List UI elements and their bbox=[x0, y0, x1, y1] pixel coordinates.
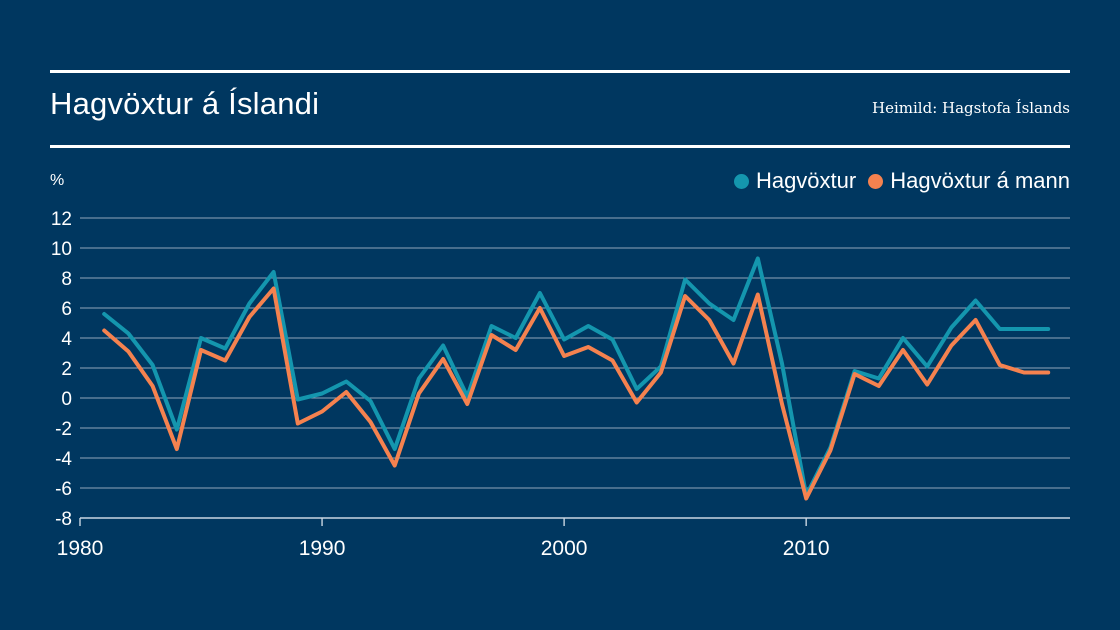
y-tick-label: 12 bbox=[51, 209, 72, 230]
header-bottom-rule bbox=[50, 145, 1070, 148]
y-tick-label: -6 bbox=[55, 479, 72, 500]
x-tick-label: 1980 bbox=[57, 537, 104, 560]
x-tick-label: 1990 bbox=[299, 537, 346, 560]
y-tick-label: 6 bbox=[61, 299, 72, 320]
x-tick-label: 2010 bbox=[783, 537, 830, 560]
y-tick-label: 8 bbox=[61, 269, 72, 290]
legend: Hagvöxtur Hagvöxtur á mann bbox=[733, 168, 1070, 194]
legend-item-gdp: Hagvöxtur bbox=[733, 168, 857, 194]
chart-title: Hagvöxtur á Íslandi bbox=[50, 86, 320, 121]
y-axis-unit-label: % bbox=[50, 172, 65, 189]
y-tick-label: 2 bbox=[61, 359, 72, 380]
series-line-per-capita bbox=[102, 286, 1051, 501]
y-tick-label: 0 bbox=[61, 389, 72, 410]
legend-item-per-capita: Hagvöxtur á mann bbox=[868, 168, 1070, 194]
legend-marker-per-capita bbox=[868, 173, 884, 189]
legend-marker-gdp bbox=[733, 173, 749, 189]
x-tick-label: 2000 bbox=[541, 537, 588, 560]
legend-label-gdp: Hagvöxtur bbox=[755, 168, 857, 193]
legend-label-per-capita: Hagvöxtur á mann bbox=[890, 168, 1070, 193]
y-tick-label: 4 bbox=[61, 329, 72, 350]
source-note: Heimild: Hagstofa Íslands bbox=[872, 99, 1070, 117]
series-line-gdp bbox=[102, 256, 1051, 498]
header-top-rule bbox=[50, 70, 1070, 73]
y-tick-label: -8 bbox=[55, 509, 72, 530]
y-tick-label: 10 bbox=[51, 239, 72, 260]
y-tick-label: -2 bbox=[55, 419, 72, 440]
y-tick-label: -4 bbox=[55, 449, 72, 470]
